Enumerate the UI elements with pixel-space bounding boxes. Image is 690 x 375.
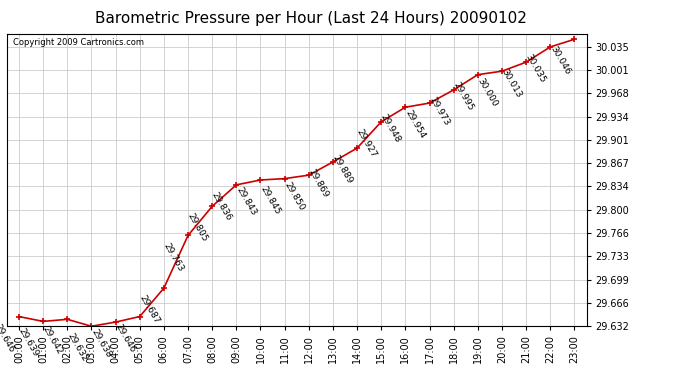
Text: Copyright 2009 Cartronics.com: Copyright 2009 Cartronics.com [12,38,144,47]
Text: 29.646: 29.646 [0,322,16,354]
Text: 29.869: 29.869 [306,168,330,200]
Text: 29.927: 29.927 [355,128,378,159]
Text: 29.642: 29.642 [41,325,64,357]
Text: 29.638: 29.638 [89,328,112,359]
Text: 29.687: 29.687 [137,294,161,326]
Text: 30.013: 30.013 [500,68,523,100]
Text: 30.035: 30.035 [524,53,547,84]
Text: 29.632: 29.632 [65,332,88,363]
Text: Barometric Pressure per Hour (Last 24 Hours) 20090102: Barometric Pressure per Hour (Last 24 Ho… [95,11,526,26]
Text: 29.954: 29.954 [403,109,426,140]
Text: 29.889: 29.889 [331,154,354,186]
Text: 29.995: 29.995 [451,80,475,112]
Text: 29.836: 29.836 [210,190,233,222]
Text: 29.639: 29.639 [17,327,40,359]
Text: 30.000: 30.000 [475,77,499,109]
Text: 29.843: 29.843 [234,186,257,217]
Text: 29.850: 29.850 [282,181,306,213]
Text: 29.973: 29.973 [427,96,451,127]
Text: 29.948: 29.948 [379,113,402,144]
Text: 29.805: 29.805 [186,212,209,244]
Text: 30.046: 30.046 [548,45,571,76]
Text: 29.763: 29.763 [161,241,185,273]
Text: 29.845: 29.845 [258,184,282,216]
Text: 29.646: 29.646 [113,322,137,354]
